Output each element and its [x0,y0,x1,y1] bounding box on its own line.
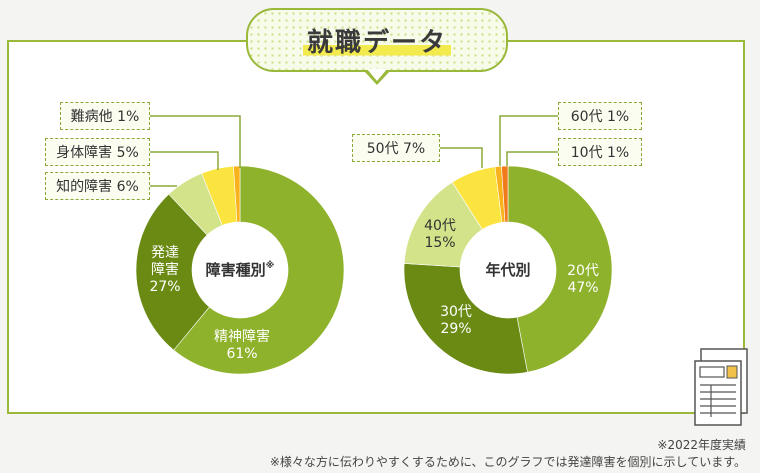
bubble-tail-inner [367,69,387,81]
slice-0-0 [173,165,345,375]
slice-label-0-1-2: 27% [149,279,180,295]
leader-line-50s [440,147,483,168]
callout-nanbyo: 難病他 1% [60,102,150,130]
callout-shintai: 身体障害 5% [45,138,150,166]
slice-label-0-0-0: 精神障害 [214,329,270,345]
note-year: ※2022年度実績 [657,438,746,452]
slice-label-0-1-1: 障害 [151,262,179,278]
leader-line-nanbyo [150,115,241,168]
slice-label-1-1-1: 29% [440,321,471,337]
slice-label-1-0-1: 47% [567,280,598,296]
slice-label-0-0-1: 61% [226,346,257,362]
slice-1-5 [501,165,509,223]
slice-label-1-2-0: 40代 [424,218,456,234]
slice-0-4 [233,165,241,223]
callout-10s: 10代 1% [558,138,642,166]
slice-label-0-1-0: 発達 [151,245,179,261]
callout-60s: 60代 1% [558,102,642,130]
slice-label-1-1-0: 30代 [440,304,472,320]
slice-0-1 [135,193,210,351]
center-label-0: 障害種別※ [206,260,275,279]
leader-line-60s [499,115,558,166]
slice-label-1-0-0: 20代 [567,263,599,279]
page-title: 就職データ [302,21,451,59]
center-label-1: 年代別 [485,261,530,279]
slice-1-1 [403,263,528,375]
slice-label-1-2-1: 15% [424,235,455,251]
note-explanation: ※様々な方に伝わりやすくするために、このグラフでは発達障害を個別に示しています。 [269,455,746,469]
callout-50s: 50代 7% [352,134,440,162]
callout-chiteki: 知的障害 6% [45,172,150,200]
document-icon [694,348,748,426]
leader-lines [150,115,558,187]
leader-line-10s [506,151,558,166]
slice-1-0 [507,165,613,373]
leader-line-shintai [150,151,219,170]
